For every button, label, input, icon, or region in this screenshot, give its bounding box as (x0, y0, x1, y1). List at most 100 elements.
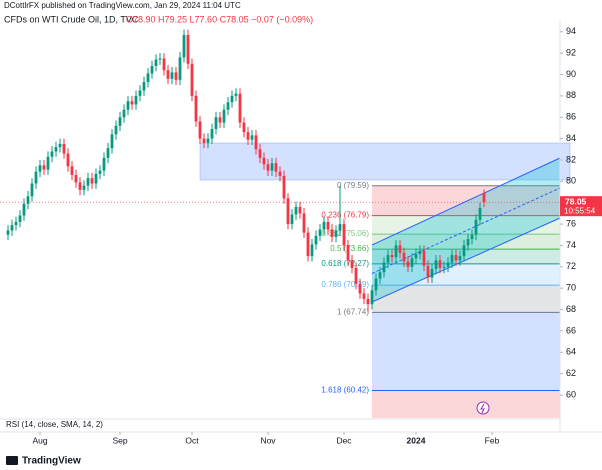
y-tick-label: 60 (566, 389, 576, 399)
candle-body (270, 163, 274, 171)
y-tick-label: 66 (566, 325, 576, 335)
candle-body (174, 72, 178, 80)
candle-body (414, 253, 418, 259)
candle-body (206, 138, 210, 143)
candle-body (394, 245, 398, 258)
candle-body (46, 156, 50, 170)
candle-body (34, 171, 38, 184)
candle-body (130, 101, 134, 105)
fib-zone (372, 390, 560, 418)
channel-upper (371, 157, 561, 246)
candle-body (402, 252, 406, 262)
fib-label: 0 (79.59) (337, 181, 369, 190)
event-icon[interactable] (476, 401, 490, 415)
candle-body (234, 93, 238, 96)
candle-body (322, 221, 326, 230)
candle-body (410, 258, 414, 267)
fib-zone (372, 285, 560, 313)
candle-body (282, 175, 286, 199)
fib-zone (372, 215, 560, 235)
candle-body (82, 185, 86, 190)
candle-body (246, 132, 250, 140)
x-tick-label: Sep (112, 435, 127, 445)
candle-body (6, 230, 10, 235)
candle-body (226, 102, 230, 110)
candle-body (198, 121, 202, 139)
candle-body (142, 81, 146, 91)
candle-body (122, 109, 126, 118)
candle-body (94, 173, 98, 184)
candle-body (378, 272, 382, 279)
candle-body (362, 293, 366, 299)
drawings (199, 142, 571, 181)
y-tick-label: 88 (566, 90, 576, 100)
countdown: 10:55:54 (564, 206, 596, 215)
candle-body (434, 260, 438, 269)
y-tick-label: 80 (566, 176, 576, 186)
candle-body (258, 149, 262, 158)
candle-body (262, 157, 266, 165)
candle-body (118, 117, 122, 126)
candle-body (154, 59, 158, 66)
candle-body (382, 262, 386, 273)
candle-body (186, 34, 190, 64)
candle-body (146, 73, 150, 82)
x-tick-label: Nov (260, 435, 276, 445)
candle-body (290, 214, 294, 225)
indicator-label: RSI (14, close, SMA, 14, 2) (6, 420, 103, 429)
candle-body (218, 117, 222, 123)
candle-body (442, 266, 446, 268)
candle-body (166, 70, 170, 79)
candle-body (50, 151, 54, 157)
candle-body (470, 234, 474, 240)
candle-body (14, 221, 18, 226)
last-price-badge (560, 196, 602, 217)
candle-body (190, 63, 194, 96)
fib-zone (372, 234, 560, 250)
candle-body (430, 268, 434, 278)
candle-body (450, 255, 454, 263)
candle-body (350, 260, 354, 268)
candle-body (62, 143, 66, 154)
candles (6, 29, 486, 313)
candle-body (438, 260, 442, 268)
fib-label: 0.786 (70.29) (321, 280, 369, 289)
candle-body (274, 163, 278, 172)
candle-body (74, 174, 78, 183)
candle-body (338, 224, 342, 231)
y-tick-label: 76 (566, 218, 576, 228)
y-tick-label: 86 (566, 112, 576, 122)
brand-logo (6, 456, 18, 465)
fib-zone (372, 185, 560, 216)
candle-body (254, 135, 258, 150)
symbol: CFDs on WTI Crude Oil, 1D, TVC (4, 14, 139, 24)
fib-label: 1.618 (60.42) (321, 386, 369, 395)
candle-body (398, 245, 402, 253)
candle-body (330, 229, 334, 237)
candle-body (318, 229, 322, 236)
y-tick-label: 62 (566, 368, 576, 378)
candle-body (90, 178, 94, 184)
x-tick-label: Aug (32, 435, 47, 445)
candle-body (98, 170, 102, 174)
fib-label: 1 (67.74) (337, 307, 369, 316)
candle-body (194, 95, 198, 122)
candle-body (70, 166, 74, 175)
candle-body (466, 239, 470, 246)
candle-body (422, 250, 426, 266)
brand: TradingView (22, 456, 81, 467)
candle-body (310, 244, 314, 257)
candle-body (474, 219, 478, 235)
candle-body (426, 265, 430, 278)
candle-body (222, 109, 226, 123)
y-tick-label: 64 (566, 347, 576, 357)
candle-body (478, 208, 482, 220)
event-icon-bolt (480, 403, 485, 414)
candle-body (266, 164, 270, 171)
candle-body (66, 153, 70, 167)
zone-rectangle (199, 142, 571, 181)
candle-body (334, 230, 338, 237)
candle-body (358, 283, 362, 294)
candle-body (370, 290, 374, 305)
